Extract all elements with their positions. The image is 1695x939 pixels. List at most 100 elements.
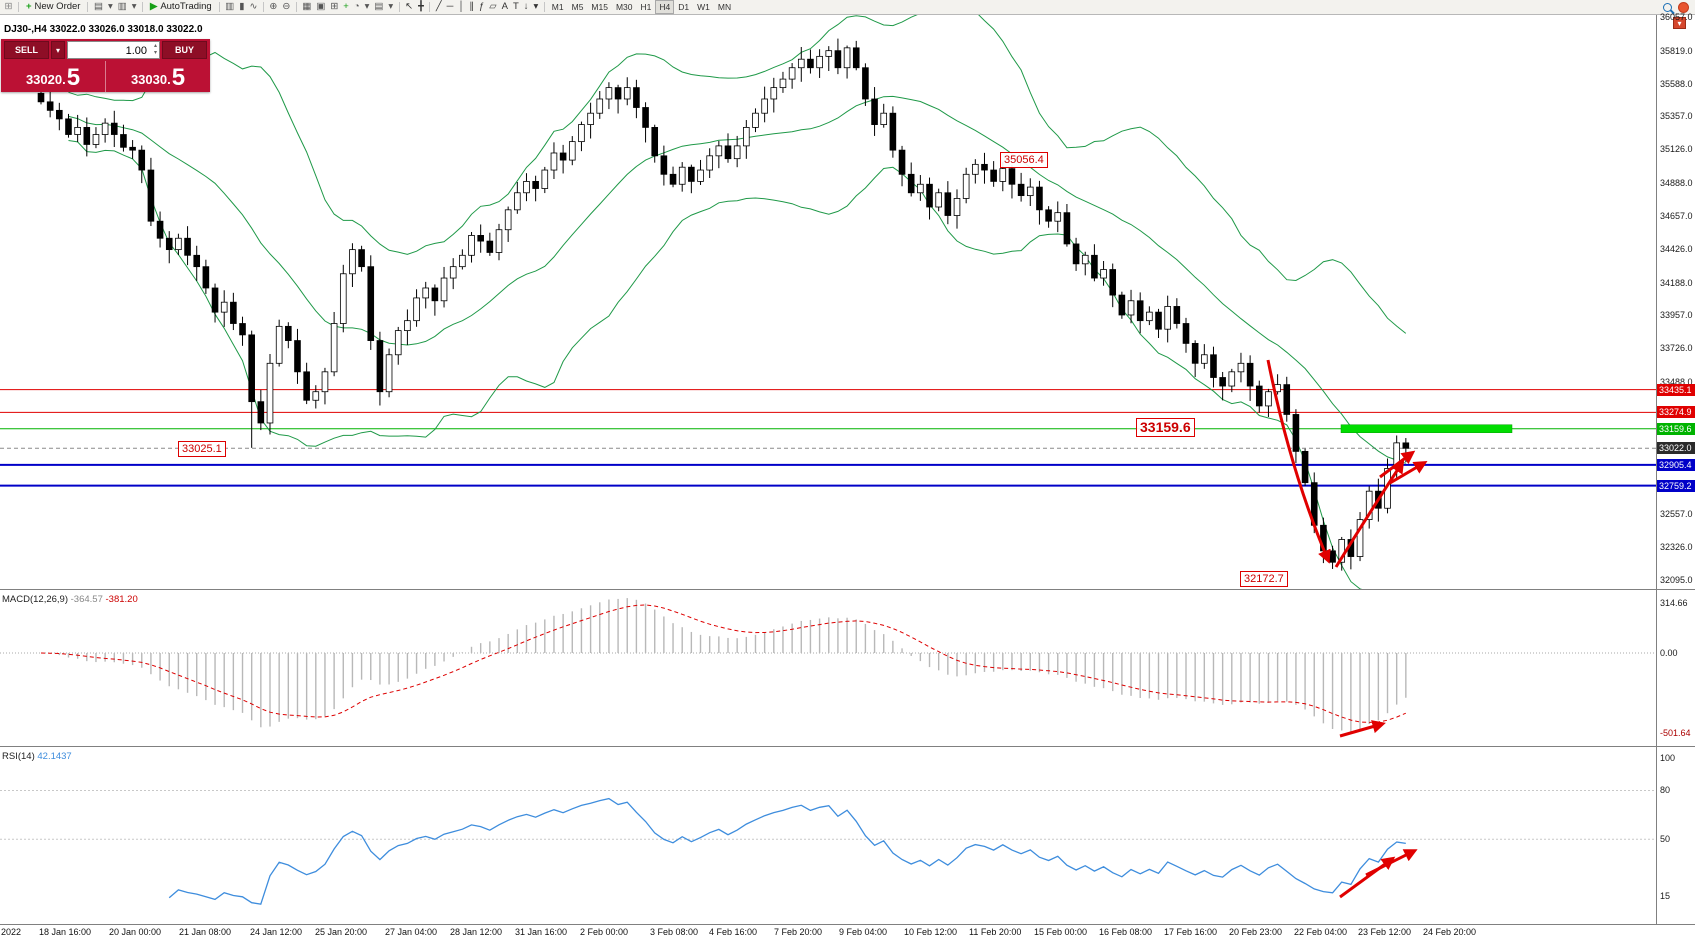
- time-axis-label: 2 Feb 00:00: [580, 927, 629, 937]
- volume-stepper[interactable]: ▴ ▾: [153, 43, 157, 56]
- tile-windows-icon[interactable]: ▦: [302, 1, 312, 12]
- price-tick: 34657.0: [1660, 210, 1693, 221]
- annotation-callout[interactable]: 33159.6: [1136, 418, 1195, 437]
- time-axis-label: 9 Feb 04:00: [839, 927, 888, 937]
- grid-icon[interactable]: ⊞: [330, 1, 339, 12]
- price-level-label: 32759.2: [1657, 479, 1695, 492]
- time-axis[interactable]: Jan 2022 18 Jan 16:00 20 Jan 00:00 21 Jan 0…: [0, 924, 1695, 939]
- zoom-out-icon[interactable]: ⊖: [282, 1, 291, 12]
- time-axis-label: Jan 2022: [0, 927, 22, 937]
- time-axis-label: 23 Feb 12:00: [1358, 927, 1412, 937]
- rsi-axis-tick: 15: [1660, 891, 1671, 902]
- community-icon[interactable]: [1678, 1, 1689, 13]
- templates-icon[interactable]: ▤: [374, 1, 384, 12]
- price-tick: 35819.0: [1660, 45, 1693, 56]
- rsi-chart-svg[interactable]: [0, 747, 1695, 924]
- price-tick: 33726.0: [1660, 343, 1693, 354]
- text-icon[interactable]: A: [501, 1, 508, 12]
- macd-indicator-label: MACD(12,26,9) -364.57 -381.20: [2, 594, 138, 605]
- channel-icon[interactable]: ∥: [469, 1, 474, 12]
- new-chart-icon[interactable]: ▤: [93, 1, 103, 12]
- macd-axis-tick: 314.66: [1660, 598, 1688, 608]
- timeframe-m30-button[interactable]: M30: [612, 0, 637, 14]
- volume-input[interactable]: 1.00 ▴ ▾: [67, 41, 160, 59]
- time-axis-label: 11 Feb 20:00: [969, 927, 1022, 937]
- price-tick: 35357.0: [1660, 111, 1693, 122]
- price-chart-svg[interactable]: [0, 15, 1695, 589]
- crosshair-icon[interactable]: ╋: [418, 1, 424, 12]
- new-order-button[interactable]: + New Order: [22, 0, 85, 14]
- app-icon[interactable]: ⊞: [4, 1, 13, 12]
- periods-dropdown-icon[interactable]: ▾: [364, 1, 370, 12]
- profiles-dropdown-icon[interactable]: ▾: [131, 1, 137, 12]
- horizontal-line-icon[interactable]: ─: [446, 1, 454, 12]
- auto-arrange-icon[interactable]: ▣: [316, 1, 326, 12]
- price-tick: 32326.0: [1660, 542, 1693, 553]
- profiles-icon[interactable]: ▥: [117, 1, 127, 12]
- text-label-icon[interactable]: T: [512, 1, 519, 12]
- cursor-icon[interactable]: ↖: [405, 1, 414, 12]
- timeframe-h4-button[interactable]: H4: [655, 0, 675, 14]
- main-chart-panel[interactable]: DJ30-,H4 33022.0 33026.0 33018.0 33022.0…: [0, 12, 1695, 589]
- objects-dropdown-icon[interactable]: ▾: [533, 1, 539, 12]
- macd-axis[interactable]: 314.66 0.00 -501.64: [1656, 590, 1695, 746]
- price-axis[interactable]: ▾ 36057.0 35819.0 35588.0 35357.0 35126.0 348…: [1656, 12, 1695, 589]
- time-axis-label: 10 Feb 12:00: [904, 927, 958, 937]
- search-icon[interactable]: [1663, 2, 1672, 12]
- price-tick: 35588.0: [1660, 78, 1693, 89]
- indicators-icon[interactable]: +: [343, 1, 349, 12]
- rsi-panel: RSI(14) 42.1437 100 80 50 15: [0, 746, 1695, 924]
- new-chart-dropdown-icon[interactable]: ▾: [107, 1, 113, 12]
- periods-icon[interactable]: ◔: [353, 1, 360, 12]
- price-level-label: 32905.4: [1657, 458, 1695, 471]
- sell-button[interactable]: SELL: [4, 41, 49, 59]
- zoom-in-icon[interactable]: ⊕: [269, 1, 278, 12]
- price-level-label: 33159.6: [1657, 422, 1695, 435]
- price-tick: 34188.0: [1660, 277, 1693, 288]
- new-order-button-label: New Order: [34, 1, 81, 12]
- price-tick: 32095.0: [1660, 575, 1693, 585]
- trendline-icon[interactable]: ╱: [435, 1, 442, 12]
- timeframe-m15-button[interactable]: M15: [587, 0, 612, 14]
- rsi-value: 42.1437: [37, 751, 72, 762]
- timeframe-m5-button[interactable]: M5: [568, 0, 588, 14]
- templates-dropdown-icon[interactable]: ▾: [388, 1, 394, 12]
- time-axis-label: 25 Jan 20:00: [315, 927, 368, 937]
- vertical-line-icon[interactable]: │: [458, 1, 465, 12]
- time-axis-label: 4 Feb 16:00: [709, 927, 758, 937]
- chart-bars-icon[interactable]: ▥: [225, 1, 235, 12]
- arrows-tool-icon[interactable]: ↓: [523, 1, 529, 12]
- timeframe-mn-button[interactable]: MN: [714, 0, 735, 14]
- sell-price[interactable]: 33020. 5: [1, 61, 106, 92]
- shapes-icon[interactable]: ▱: [489, 1, 497, 12]
- timeframe-d1-button[interactable]: D1: [674, 0, 693, 14]
- timeframe-h1-button[interactable]: H1: [637, 0, 656, 14]
- fibonacci-icon[interactable]: ƒ: [479, 1, 485, 12]
- autotrading-button[interactable]: ▶ AutoTrading: [146, 0, 216, 14]
- macd-axis-tick: -501.64: [1660, 727, 1691, 738]
- macd-signal-value: -381.20: [105, 594, 138, 605]
- chart-candles-icon[interactable]: ▮: [239, 1, 245, 12]
- rsi-name: RSI(14): [2, 751, 35, 762]
- price-tick: 33957.0: [1660, 310, 1693, 321]
- rsi-axis[interactable]: 100 80 50 15: [1656, 747, 1695, 924]
- timeframe-m1-button[interactable]: M1: [548, 0, 568, 14]
- axis-scroll-icon[interactable]: ▾: [1673, 17, 1686, 29]
- price-tick: 32557.0: [1660, 509, 1693, 520]
- price-tick: 36057.0: [1660, 12, 1693, 22]
- buy-button[interactable]: BUY: [162, 41, 207, 59]
- timeframe-w1-button[interactable]: W1: [693, 0, 714, 14]
- time-axis-label: 27 Jan 04:00: [385, 927, 438, 937]
- macd-chart-svg[interactable]: [0, 590, 1695, 746]
- volume-dropdown-icon[interactable]: ▾: [51, 41, 65, 59]
- annotation-callout[interactable]: 32172.7: [1240, 571, 1288, 587]
- annotation-callout[interactable]: 33025.1: [178, 441, 226, 457]
- chart-line-icon[interactable]: ∿: [249, 1, 258, 12]
- macd-panel: MACD(12,26,9) -364.57 -381.20 314.66 0.00…: [0, 589, 1695, 746]
- price-tick: 35126.0: [1660, 144, 1693, 155]
- one-click-trading-panel: SELL ▾ 1.00 ▴ ▾ BUY 33020. 5 33030. 5: [1, 39, 210, 92]
- buy-price[interactable]: 33030. 5: [130, 64, 186, 91]
- annotation-callout[interactable]: 35056.4: [1000, 152, 1048, 168]
- time-axis-label: 22 Feb 04:00: [1294, 927, 1348, 937]
